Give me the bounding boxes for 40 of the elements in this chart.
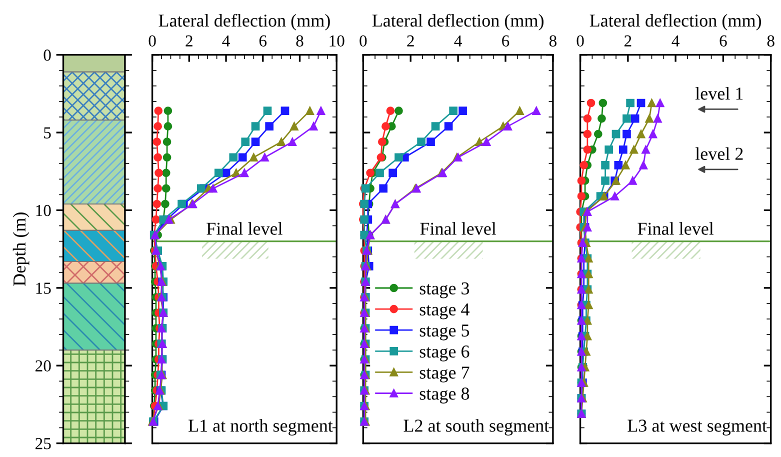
x-tick-label: 6 <box>502 35 510 47</box>
annotation: L1 at north segment <box>188 419 333 436</box>
x-tick-label: 0 <box>360 35 367 47</box>
annotation: L3 at west segment <box>628 420 767 436</box>
ref-line-label: Final level <box>206 222 282 235</box>
x-axis-title: Lateral deflection (mm) <box>590 14 761 30</box>
ref-line-label: Final level <box>638 222 714 235</box>
x-tick-label: 2 <box>624 35 632 46</box>
ref-line-label: Final level <box>420 222 496 235</box>
y-axis-title: Depth (m) <box>12 212 30 286</box>
y-tick-label: 10 <box>36 204 51 216</box>
x-tick-label: 8 <box>767 35 774 47</box>
x-axis-title: Lateral deflection (mm) <box>158 14 330 30</box>
x-tick-label: 2 <box>186 35 192 46</box>
x-tick-label: 4 <box>454 35 462 46</box>
y-tick-label: 20 <box>36 360 51 372</box>
x-tick-label: 8 <box>549 35 556 47</box>
x-tick-label: 0 <box>148 35 156 47</box>
x-tick-label: 10 <box>330 35 344 47</box>
y-tick-label: 0 <box>44 50 51 61</box>
x-tick-label: 8 <box>296 35 304 47</box>
annotation: level 1 <box>695 87 743 100</box>
annotation: level 2 <box>695 147 743 160</box>
x-tick-label: 6 <box>259 35 267 47</box>
x-tick-label: 0 <box>576 35 584 47</box>
y-tick-label: 15 <box>36 282 51 294</box>
x-tick-label: 6 <box>720 35 727 47</box>
legend-label: stage 8 <box>420 388 470 404</box>
legend-label: stage 4 <box>420 303 470 320</box>
annotation: L2 at south segment <box>404 419 550 436</box>
legend-label: stage 3 <box>420 282 470 298</box>
x-tick-label: 2 <box>407 35 414 46</box>
x-tick-label: 4 <box>222 35 230 46</box>
x-tick-label: 4 <box>672 35 680 46</box>
legend-label: stage 5 <box>420 324 470 340</box>
legend-label: stage 7 <box>420 366 470 382</box>
y-tick-label: 25 <box>36 438 51 450</box>
y-tick-label: 5 <box>44 127 51 138</box>
legend-label: stage 6 <box>420 346 470 362</box>
x-axis-title: Lateral deflection (mm) <box>372 14 544 30</box>
